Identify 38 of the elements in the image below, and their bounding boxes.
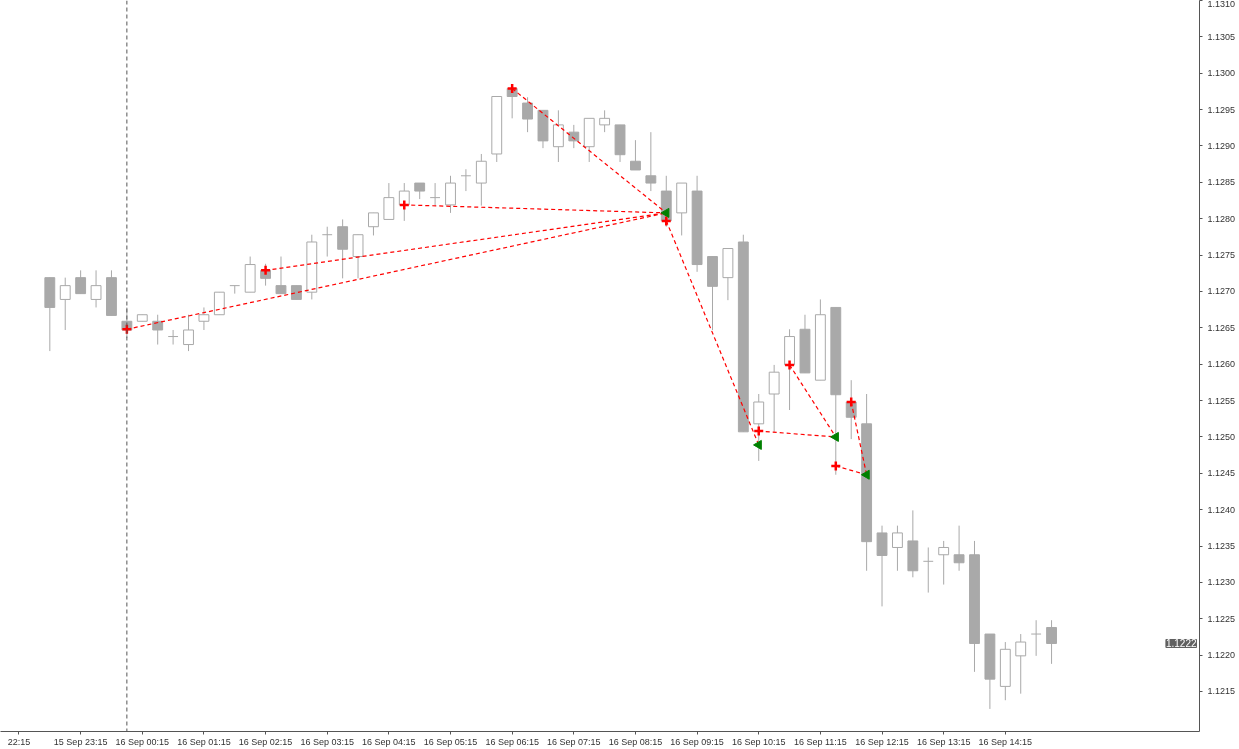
y-tick-label: 1.1220 [1207,650,1236,661]
y-tick-label: 1.1225 [1207,613,1236,624]
x-tick-label: 16 Sep 10:15 [731,736,786,747]
x-tick-label: 16 Sep 07:15 [547,736,601,747]
x-tick-label: 16 Sep 05:15 [423,736,478,747]
y-tick-label: 1.1285 [1207,177,1236,188]
y-tick-label: 1.1255 [1207,395,1236,406]
y-tick-label: 1.1260 [1207,359,1236,370]
y-tick-label: 1.1275 [1207,250,1236,261]
y-tick-label: 1.1280 [1207,213,1236,224]
y-tick-label: 1.1295 [1207,104,1236,115]
y-tick-label: 1.1265 [1207,322,1236,333]
y-tick-label: 1.1310 [1207,0,1236,9]
y-tick-label: 1.1230 [1207,577,1236,588]
x-tick-label: 16 Sep 04:15 [362,736,416,747]
x-tick-label: 22:15 [7,736,31,747]
x-tick-label: 16 Sep 14:15 [978,736,1033,747]
x-tick-label: 16 Sep 00:15 [115,736,170,747]
y-tick-label: 1.1250 [1207,431,1236,442]
y-tick-label: 1.1245 [1207,468,1236,479]
x-tick-label: 16 Sep 06:15 [485,736,539,747]
x-tick-label: 16 Sep 08:15 [608,736,663,747]
y-tick-label: 1.1240 [1207,504,1236,515]
x-tick-label: 16 Sep 12:15 [855,736,909,747]
y-tick-label: 1.1270 [1207,286,1236,297]
y-tick-label: 1.1215 [1207,686,1236,697]
x-tick-label: 16 Sep 02:15 [238,736,293,747]
x-tick-label: 15 Sep 23:15 [53,736,108,747]
y-tick-label: 1.1300 [1207,68,1236,79]
y-tick-label: 1.1235 [1207,541,1236,552]
y-tick-label: 1.1305 [1207,31,1236,42]
y-tick-label: 1.1290 [1207,140,1236,151]
x-tick-label: 16 Sep 03:15 [300,736,355,747]
x-tick-label: 16 Sep 01:15 [177,736,231,747]
annotation: 1.1222 [1165,638,1197,650]
x-tick-label: 16 Sep 09:15 [670,736,724,747]
x-tick-label: 16 Sep 13:15 [916,736,971,747]
x-tick-label: 16 Sep 11:15 [793,736,847,747]
